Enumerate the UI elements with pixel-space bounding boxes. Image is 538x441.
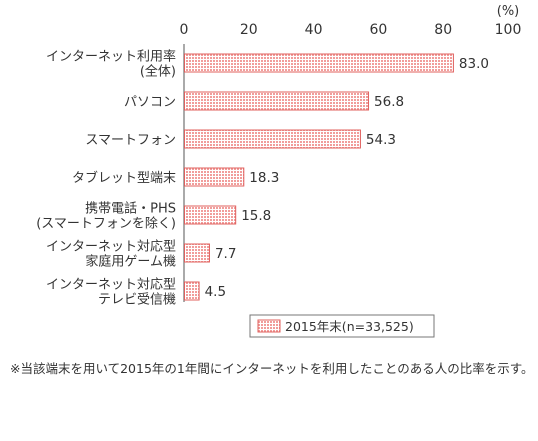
legend: 2015年末(n=33,525) xyxy=(249,314,435,338)
footnote: ※当該端末を用いて2015年の1年間にインターネットを利用したことのある人の比率… xyxy=(10,361,534,376)
x-tick-label: 100 xyxy=(495,22,522,38)
bar xyxy=(184,167,245,187)
category-label: インターネット対応型 xyxy=(46,240,176,255)
value-label: 15.8 xyxy=(241,208,271,224)
category-label: 家庭用ゲーム機 xyxy=(85,254,176,270)
value-label: 56.8 xyxy=(374,94,404,110)
x-tick-label: 80 xyxy=(434,22,452,38)
x-tick-label: 20 xyxy=(240,22,258,38)
value-label: 54.3 xyxy=(366,132,396,148)
category-label: (スマートフォンを除く) xyxy=(36,217,176,232)
category-label: パソコン xyxy=(124,95,176,110)
value-label: 18.3 xyxy=(249,170,279,186)
bar xyxy=(184,205,237,225)
unit-label: (%) xyxy=(497,4,520,19)
category-labels: インターネット利用率(全体) パソコンスマートフォンタブレット型端末携帯電話・PH… xyxy=(36,49,176,308)
category-label: インターネット利用率 xyxy=(46,49,176,65)
bar xyxy=(184,281,200,301)
bar-chart: (%) 0 20 40 60 80 100 インターネット利用率(全体) パソコンスマートフ… xyxy=(36,4,522,338)
category-label: テレビ受信機 xyxy=(98,293,176,308)
value-labels: 83.0 56.8 54.3 18.3 15.8 7.7 4.5 xyxy=(205,56,489,300)
value-label: 4.5 xyxy=(205,284,226,300)
category-label: スマートフォン xyxy=(85,133,176,148)
category-label: タブレット型端末 xyxy=(72,170,176,186)
x-tick-label: 40 xyxy=(305,22,323,38)
value-label: 7.7 xyxy=(215,246,236,262)
x-tick-label: 0 xyxy=(180,22,189,38)
legend-label: 2015年末(n=33,525) xyxy=(285,319,414,334)
x-tick-label: 60 xyxy=(369,22,387,38)
category-label: インターネット対応型 xyxy=(46,278,176,293)
category-label: (全体) xyxy=(140,64,176,80)
bar xyxy=(184,129,361,149)
x-axis-ticks: 0 20 40 60 80 100 xyxy=(180,22,522,38)
bar xyxy=(184,53,454,73)
bar xyxy=(184,91,370,111)
bars xyxy=(184,53,454,301)
bar xyxy=(184,243,210,263)
category-label: 携帯電話・PHS xyxy=(85,201,176,217)
value-label: 83.0 xyxy=(459,56,489,72)
legend-swatch xyxy=(257,319,281,333)
